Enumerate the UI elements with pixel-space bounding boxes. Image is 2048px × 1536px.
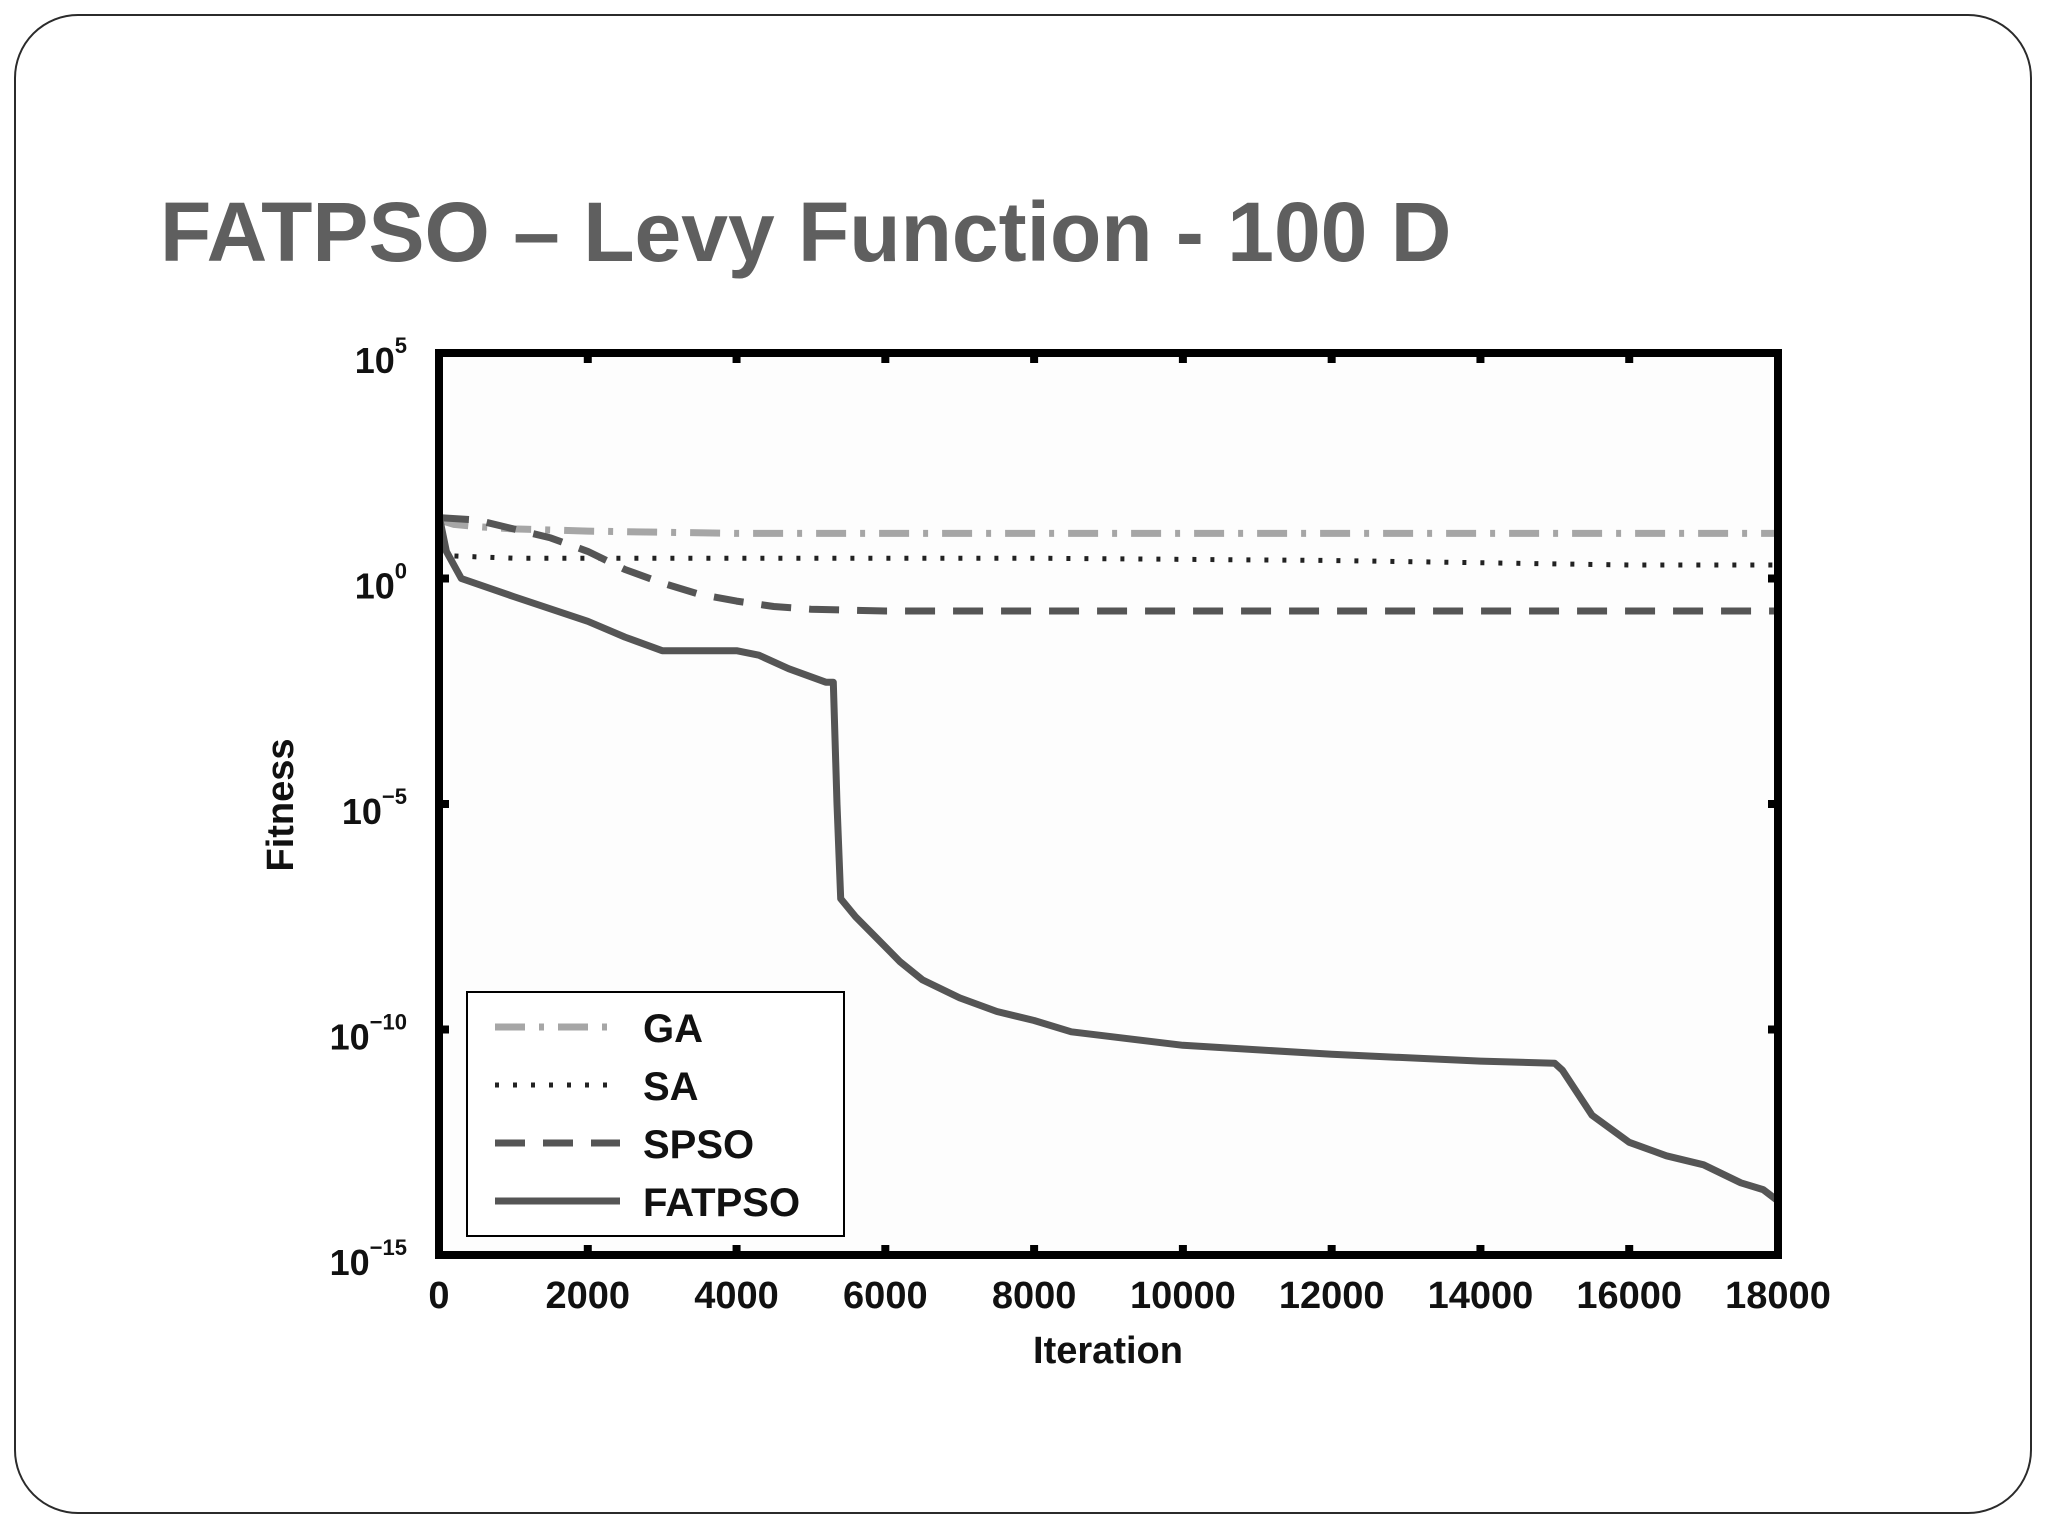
- y-tick-base: 10: [342, 791, 382, 832]
- legend-label-fatpso: FATPSO: [643, 1181, 800, 1225]
- series-line-spso: [441, 514, 1776, 615]
- series-line-fatpso: [441, 512, 1776, 1204]
- slide-title: FATPSO – Levy Function - 100 D: [160, 185, 1452, 279]
- x-tick-label: 12000: [1279, 1275, 1385, 1317]
- series-layer: [441, 512, 1776, 1204]
- legend-box: [466, 991, 845, 1237]
- x-axis-label: Iteration: [1033, 1330, 1183, 1372]
- x-tick-label: 16000: [1576, 1275, 1682, 1317]
- y-tick-base: 10: [355, 566, 395, 607]
- legend: GA SA SPSO FATPSO: [466, 991, 845, 1237]
- legend-label-ga: GA: [643, 1007, 703, 1051]
- y-tick-label: 105: [355, 333, 407, 381]
- y-tick-exponent: 5: [395, 333, 407, 358]
- legend-label-sa: SA: [643, 1065, 699, 1109]
- y-axis-label: Fitness: [260, 738, 302, 871]
- x-tick-label: 4000: [694, 1275, 779, 1317]
- y-tick-exponent: 0: [395, 559, 407, 584]
- y-tick-exponent: −5: [382, 784, 407, 809]
- x-tick-label: 8000: [992, 1275, 1077, 1317]
- x-tick-label: 18000: [1725, 1275, 1831, 1317]
- legend-label-spso: SPSO: [643, 1123, 754, 1167]
- x-tick-label: 10000: [1130, 1275, 1236, 1317]
- y-tick-base: 10: [330, 1017, 370, 1058]
- x-tick-label: 14000: [1428, 1275, 1534, 1317]
- x-tick-label: 0: [428, 1275, 449, 1317]
- series-line-ga: [441, 516, 1776, 537]
- y-tick-label: 10−15: [330, 1235, 407, 1283]
- y-tick-base: 10: [355, 340, 395, 381]
- y-tick-label: 10−10: [330, 1010, 407, 1058]
- y-tick-exponent: −15: [370, 1235, 407, 1260]
- convergence-chart: 0 2000 4000 6000 8000 10000 12000 14000 16000 180…: [260, 333, 1831, 1372]
- x-tick-label: 6000: [843, 1275, 928, 1317]
- y-tick-label: 100: [355, 559, 407, 607]
- y-tick-exponent: −10: [370, 1010, 407, 1035]
- ticks-layer: 0 2000 4000 6000 8000 10000 12000 14000 16000 180…: [330, 333, 1831, 1317]
- y-tick-label: 10−5: [342, 784, 407, 832]
- x-tick-label: 2000: [546, 1275, 631, 1317]
- y-tick-base: 10: [330, 1242, 370, 1283]
